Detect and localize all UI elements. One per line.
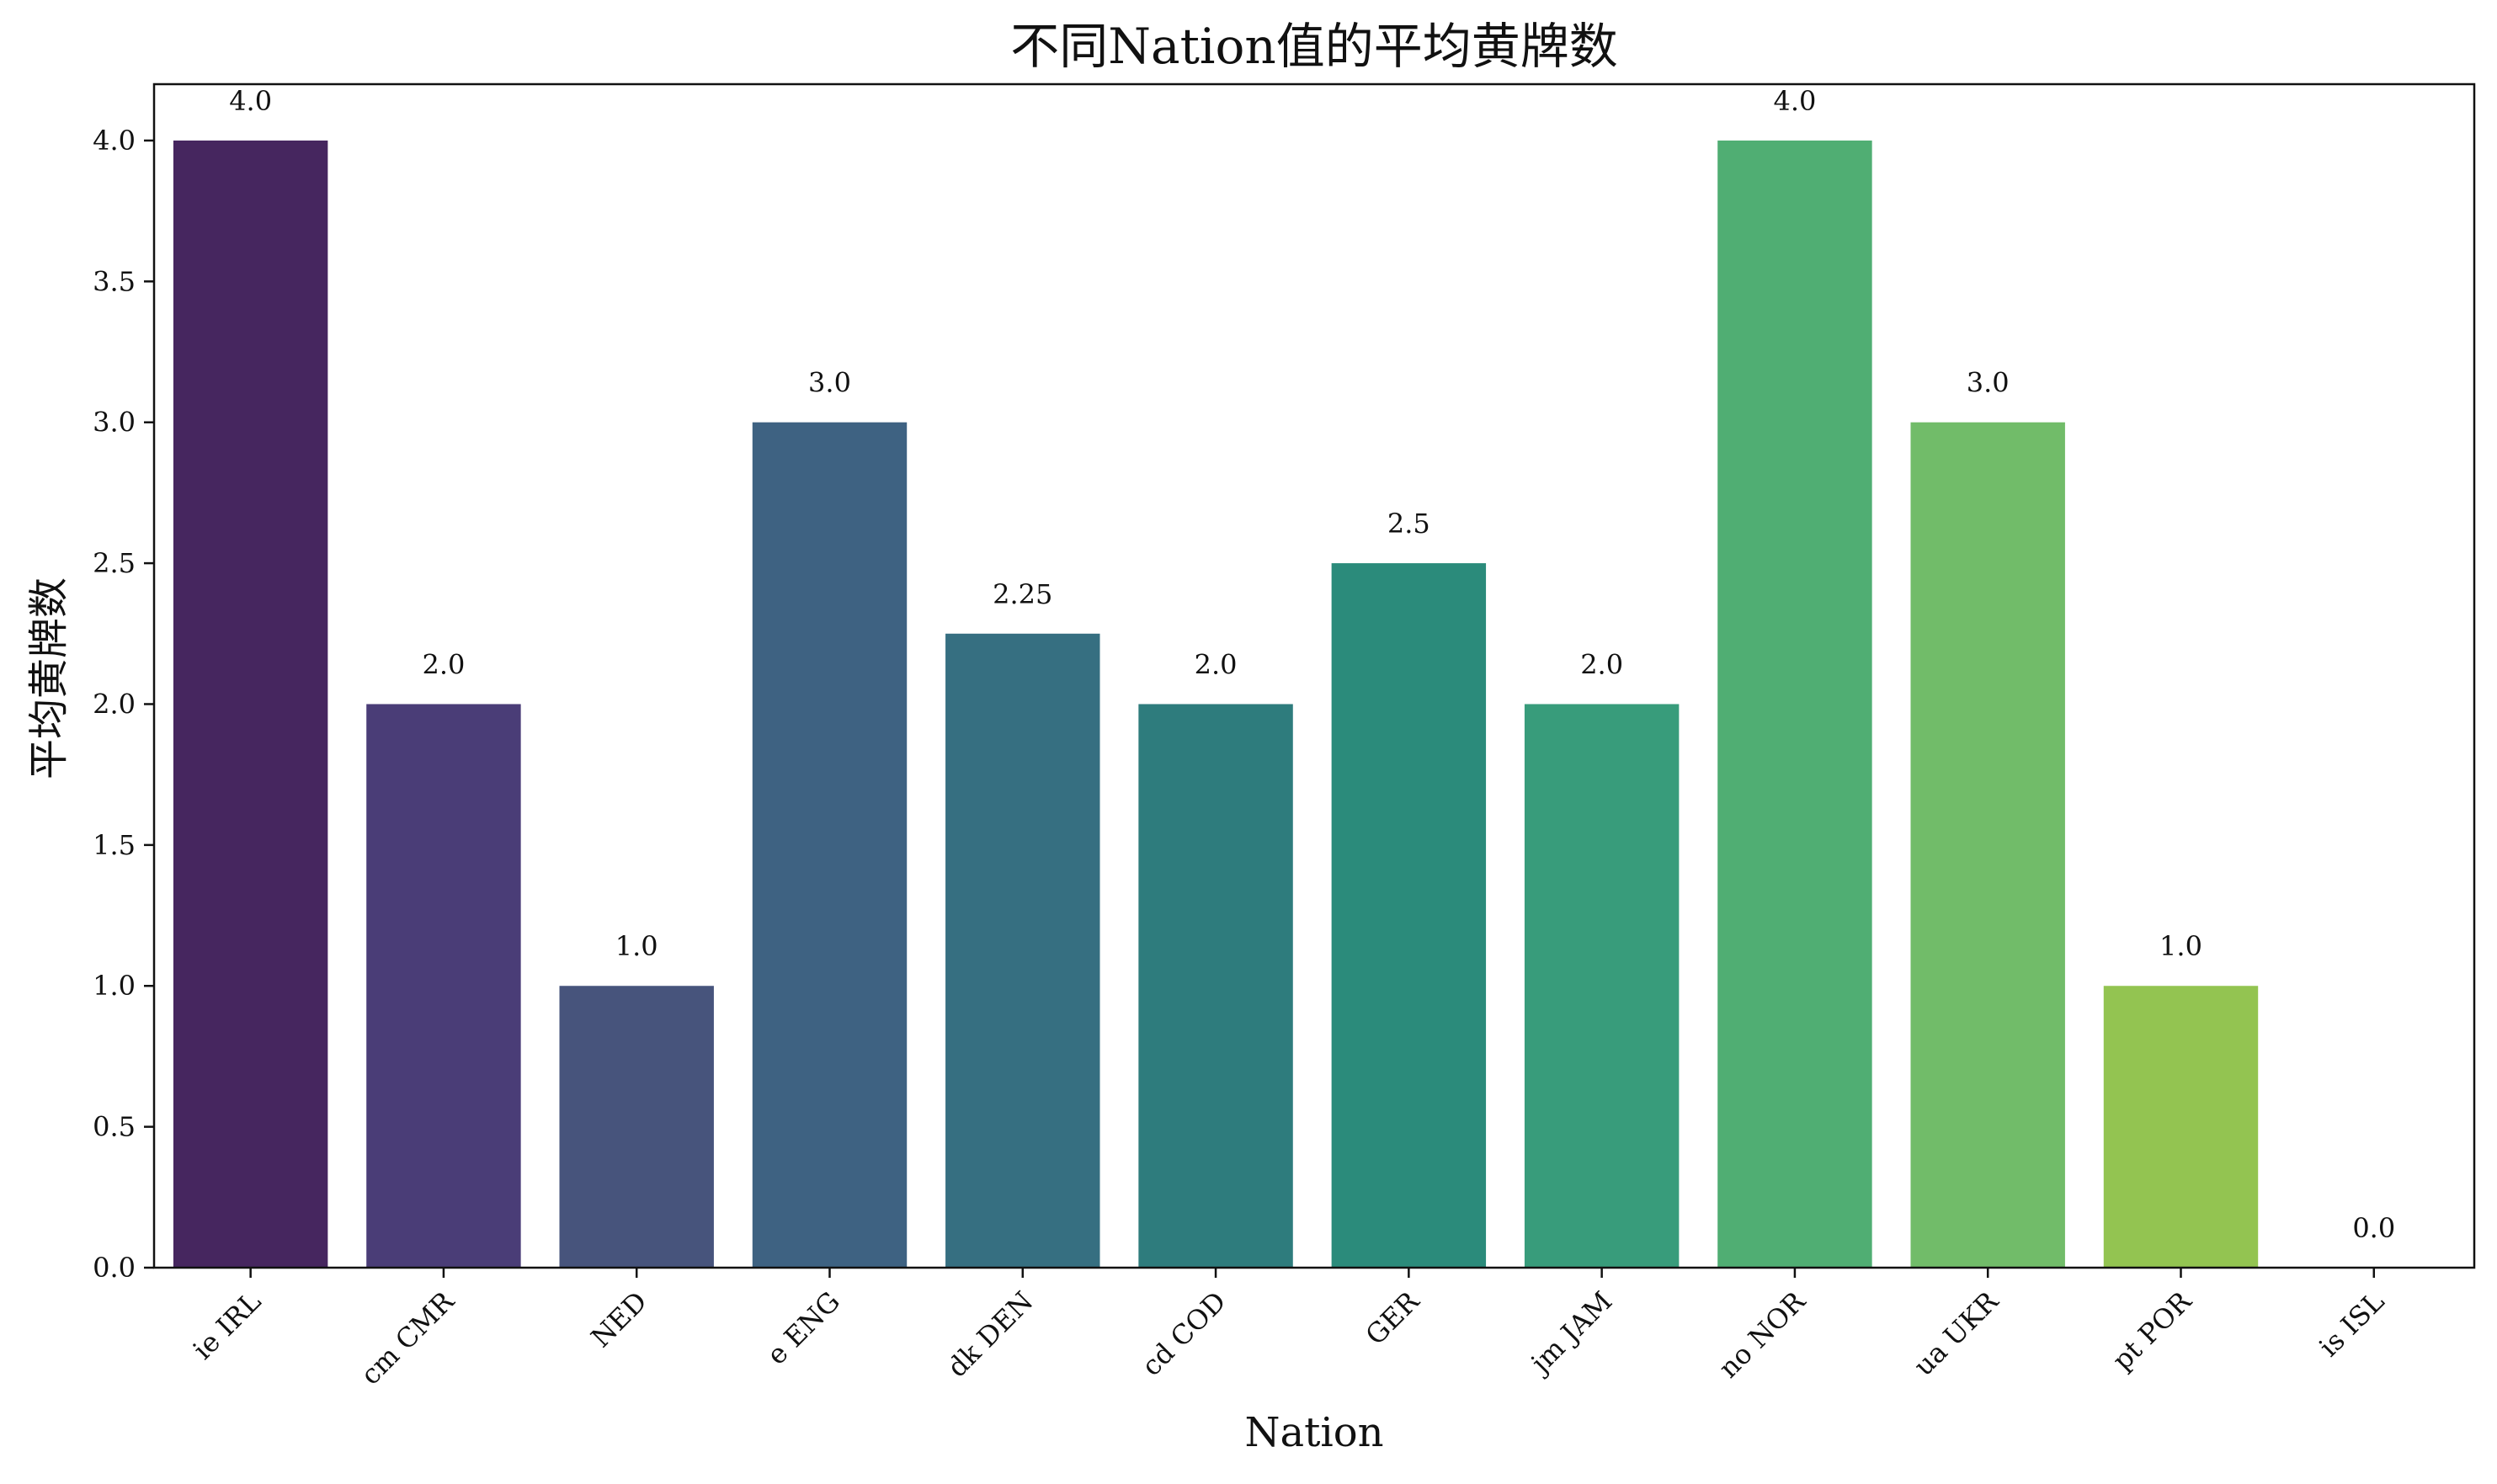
x-tick-label: cm CMR bbox=[354, 1285, 461, 1391]
bar bbox=[173, 140, 328, 1268]
bar-value-label: 1.0 bbox=[615, 930, 658, 962]
chart-title: 不同Nation值的平均黄牌数 bbox=[1010, 18, 1617, 75]
y-tick-label: 3.5 bbox=[93, 265, 136, 297]
bars bbox=[173, 140, 2259, 1268]
y-tick-label: 0.5 bbox=[93, 1111, 136, 1143]
bar-value-label: 2.0 bbox=[422, 648, 465, 680]
x-tick-label: e ENG bbox=[760, 1285, 846, 1371]
bar bbox=[1524, 704, 1680, 1268]
x-tick-label: pt POR bbox=[2106, 1285, 2198, 1376]
bar-value-label: 1.0 bbox=[2159, 930, 2202, 962]
bar-value-label: 3.0 bbox=[808, 367, 851, 399]
y-tick-label: 3.0 bbox=[93, 407, 136, 439]
x-axis: ie IRL cm CMR NED e ENG dk DEN cd COD GER jm JA… bbox=[187, 1268, 2390, 1391]
x-tick-label: jm JAM bbox=[1522, 1285, 1618, 1381]
x-tick-label: ua UKR bbox=[1908, 1285, 2005, 1382]
x-tick-label: dk DEN bbox=[941, 1285, 1040, 1384]
y-axis-label: 平均黄牌数 bbox=[25, 577, 72, 779]
bar-value-label: 2.5 bbox=[1387, 508, 1430, 540]
plot-frame bbox=[152, 82, 2476, 1269]
y-tick-label: 1.0 bbox=[93, 970, 136, 1002]
bar bbox=[1717, 140, 1872, 1268]
x-tick-label: NED bbox=[585, 1285, 653, 1354]
bar bbox=[1138, 704, 1293, 1268]
x-tick-label: ie IRL bbox=[187, 1285, 268, 1366]
x-tick-label: is ISL bbox=[2313, 1285, 2390, 1363]
x-tick-label: GER bbox=[1360, 1285, 1426, 1351]
bar-value-label: 0.0 bbox=[2352, 1212, 2395, 1244]
bar bbox=[945, 633, 1100, 1268]
y-tick-label: 0.0 bbox=[93, 1252, 136, 1284]
bar-value-labels: 4.0 2.0 1.0 3.0 2.25 2.0 2.5 2.0 4.0 3.0 1.0 0.0 bbox=[229, 85, 2395, 1244]
bar-value-label: 4.0 bbox=[1773, 85, 1816, 117]
bar-value-label: 3.0 bbox=[1967, 367, 2010, 399]
bar bbox=[559, 986, 714, 1268]
bar bbox=[1910, 422, 2065, 1268]
bar bbox=[366, 704, 521, 1268]
bar bbox=[2103, 986, 2259, 1268]
x-axis-label: Nation bbox=[1244, 1409, 1383, 1456]
y-axis: 0.0 0.5 1.0 1.5 2.0 2.5 3.0 3.5 4.0 bbox=[93, 125, 154, 1284]
bar-value-label: 2.0 bbox=[1580, 648, 1623, 680]
bar-value-label: 2.0 bbox=[1195, 648, 1238, 680]
y-tick-label: 2.5 bbox=[93, 547, 136, 579]
bar bbox=[1331, 563, 1487, 1268]
bar-value-label: 2.25 bbox=[993, 578, 1052, 610]
bar bbox=[752, 422, 908, 1268]
bar-value-label: 4.0 bbox=[229, 85, 272, 117]
y-tick-label: 2.0 bbox=[93, 688, 136, 720]
x-tick-label: cd COD bbox=[1135, 1285, 1232, 1382]
y-tick-label: 1.5 bbox=[93, 829, 136, 861]
x-tick-label: no NOR bbox=[1712, 1285, 1812, 1384]
y-tick-label: 4.0 bbox=[93, 125, 136, 157]
